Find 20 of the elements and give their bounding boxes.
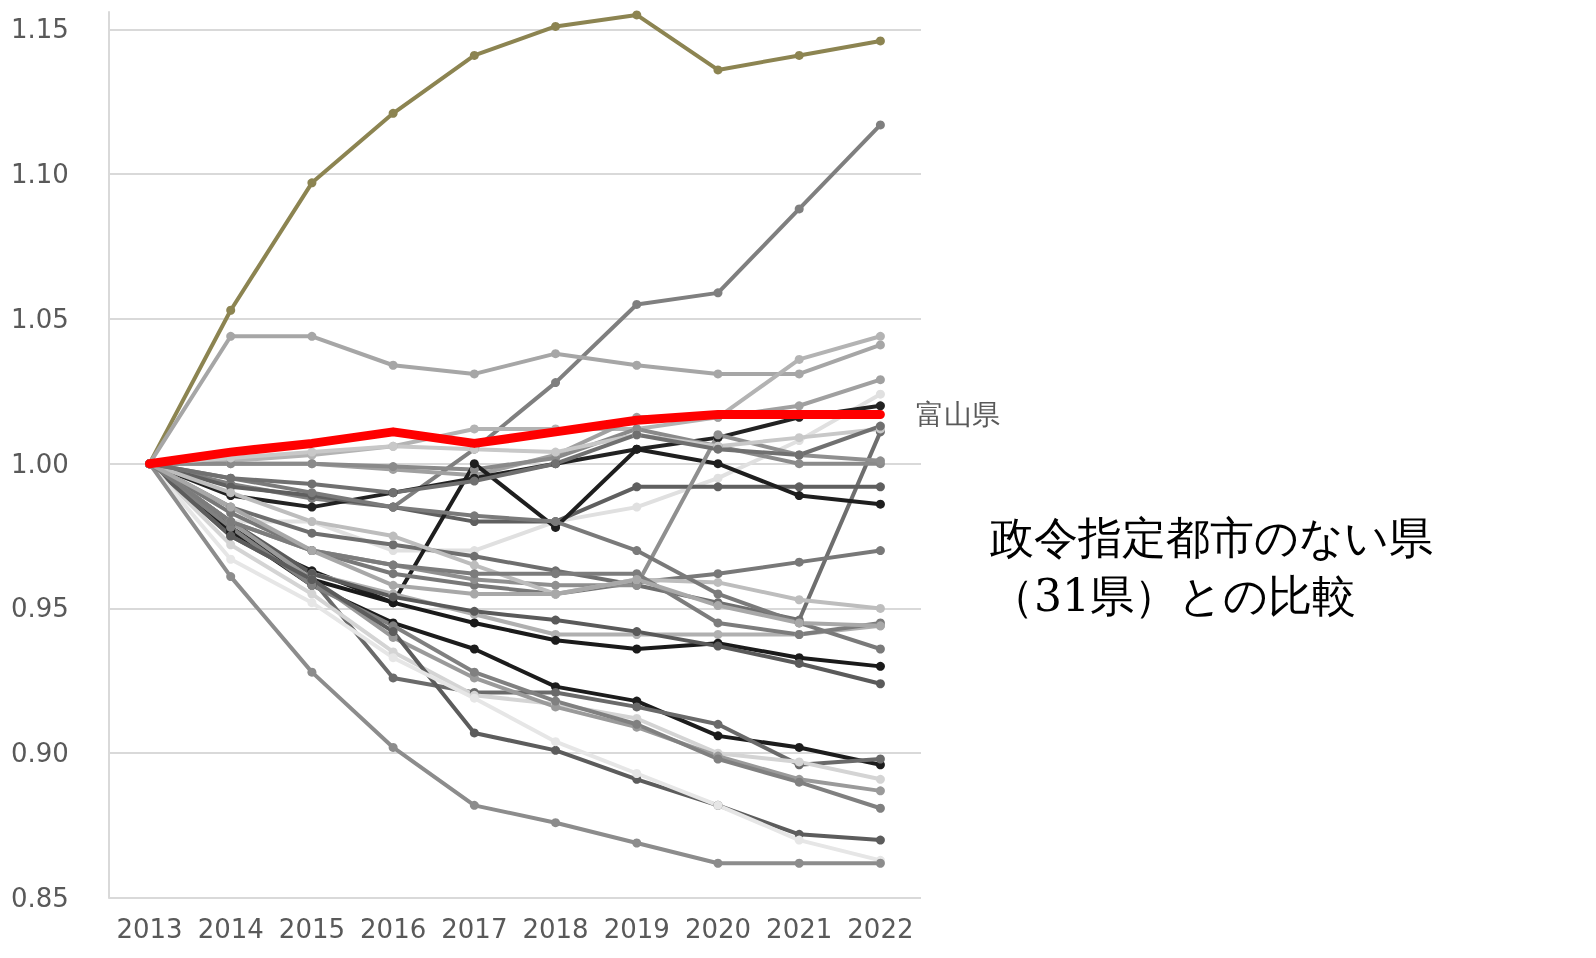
- x-tick-label: 2020: [684, 914, 752, 944]
- x-tick-label: 2019: [603, 914, 670, 944]
- x-tick-label: 2018: [522, 914, 589, 944]
- text: 政令指定都市のない県: [990, 511, 1433, 563]
- x-tick-label: 2021: [766, 914, 833, 944]
- y-tick-label: 1.10: [11, 159, 69, 190]
- y-tick-label: 0.90: [11, 738, 69, 769]
- x-tick-label: 2016: [360, 914, 427, 944]
- text: （31県）との比較: [990, 569, 1356, 621]
- y-tick-label: 1.00: [11, 448, 69, 479]
- y-tick-label: 1.15: [11, 14, 69, 45]
- y-tick-label: 0.95: [11, 593, 69, 624]
- y-tick-label: 1.05: [11, 303, 69, 334]
- x-tick-label: 2015: [278, 914, 345, 944]
- x-tick-label: 2013: [116, 914, 183, 944]
- series-label: 富山県: [916, 397, 1001, 431]
- x-tick-label: 2014: [197, 914, 264, 944]
- x-tick-label: 2017: [441, 914, 508, 944]
- x-tick-label: 2022: [847, 914, 914, 944]
- y-tick-label: 0.85: [11, 883, 69, 913]
